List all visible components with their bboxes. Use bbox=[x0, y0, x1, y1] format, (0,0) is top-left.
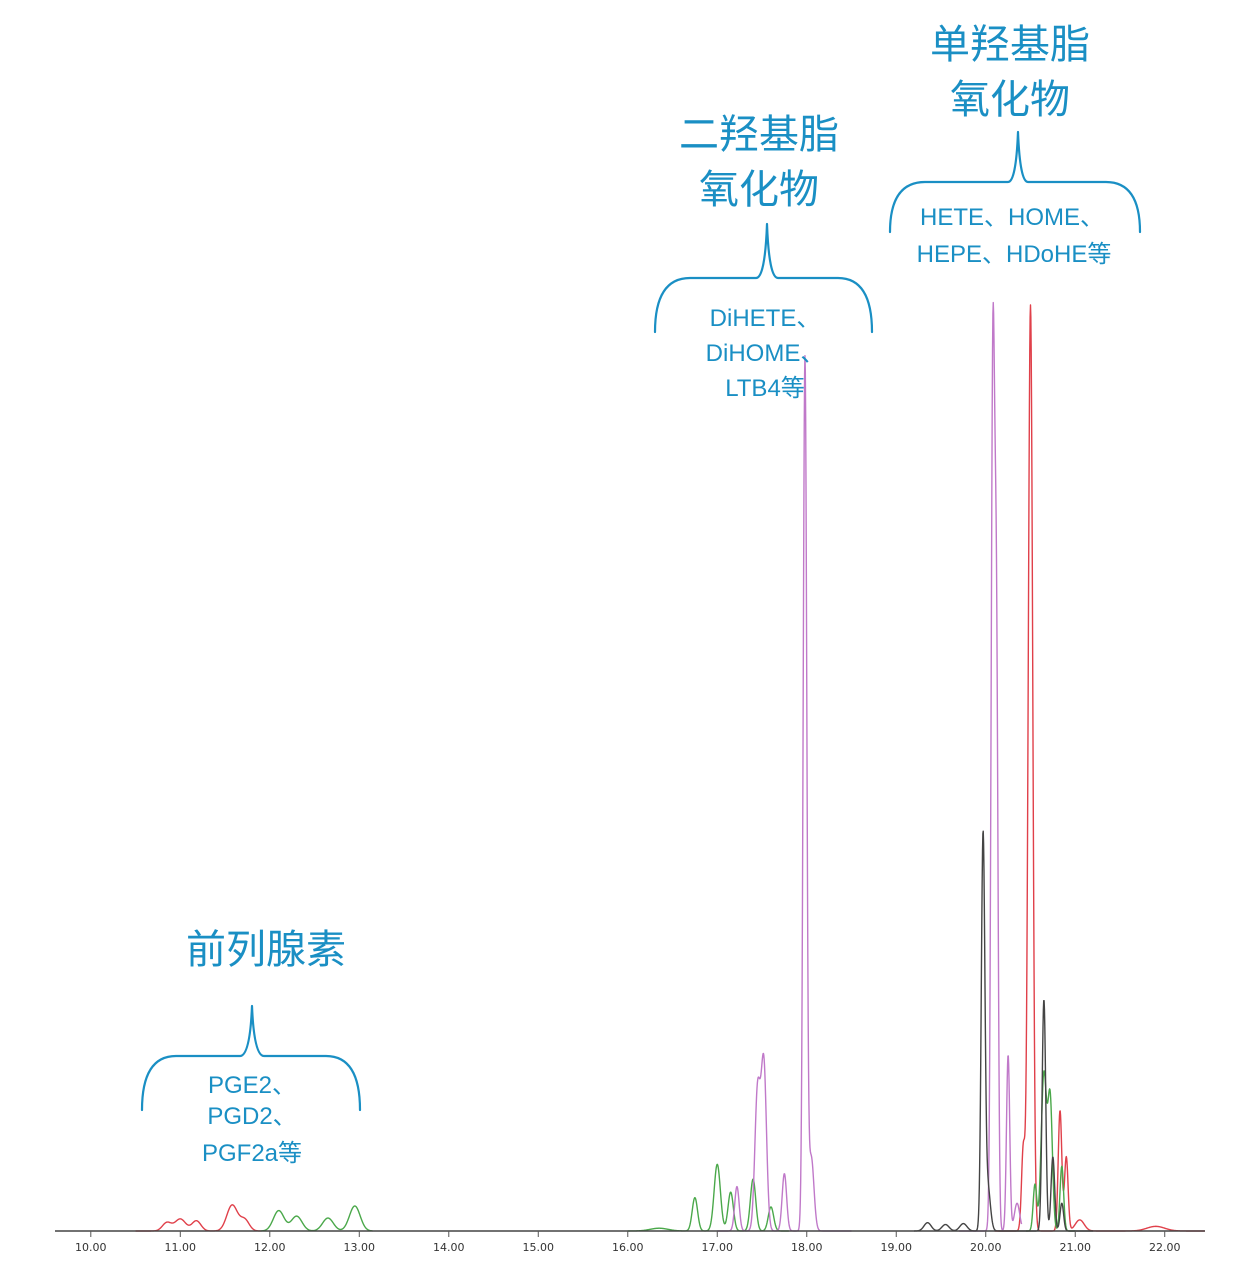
annotation-dihydroxy: 二羟基脂 氧化物 DiHETE、 DiHOME、 LTB4等 bbox=[653, 112, 874, 402]
series-trace bbox=[260, 1205, 373, 1232]
annotation-title: 氧化物 bbox=[699, 167, 819, 213]
series-trace bbox=[994, 304, 1206, 1232]
x-tick-label: 12.00 bbox=[254, 1241, 286, 1254]
x-tick-label: 21.00 bbox=[1059, 1241, 1091, 1254]
x-tick-label: 11.00 bbox=[165, 1241, 197, 1254]
x-tick-label: 13.00 bbox=[344, 1241, 376, 1254]
annotation-prostaglandins: 前列腺素 PGE2、 PGD2、 PGF2a等 bbox=[140, 927, 362, 1167]
annotation-monohydroxy: 单羟基脂 氧化物 HETE、HOME、 HEPE、HDoHE等 bbox=[888, 22, 1142, 268]
x-tick-label: 22.00 bbox=[1149, 1241, 1181, 1254]
annotation-brace bbox=[140, 1004, 362, 1112]
series-trace bbox=[716, 354, 852, 1232]
annotation-item-line: HETE、HOME、 bbox=[920, 204, 1104, 231]
x-tick-label: 15.00 bbox=[523, 1241, 555, 1254]
x-tick-label: 17.00 bbox=[702, 1241, 734, 1254]
series-trace bbox=[958, 301, 1023, 1232]
x-tick-label: 16.00 bbox=[612, 1241, 644, 1254]
x-axis-ticks: 10.00 11.00 12.00 13.00 14.00 15.00 16.00 17.00… bbox=[75, 1231, 1180, 1254]
annotation-title: 前列腺素 bbox=[186, 927, 346, 973]
annotation-item-line: PGD2、 bbox=[207, 1103, 296, 1130]
series-trace bbox=[913, 830, 1094, 1232]
annotation-brace bbox=[653, 222, 874, 334]
annotation-item-line: DiHETE、 bbox=[710, 305, 821, 332]
annotation-title: 二羟基脂 bbox=[679, 112, 839, 158]
annotation-brace bbox=[888, 130, 1142, 234]
annotation-title: 氧化物 bbox=[950, 77, 1070, 123]
annotation-item-line: LTB4等 bbox=[725, 375, 805, 402]
annotation-item-line: HEPE、HDoHE等 bbox=[917, 241, 1112, 268]
x-tick-label: 19.00 bbox=[880, 1241, 912, 1254]
x-tick-label: 10.00 bbox=[75, 1241, 107, 1254]
series-trace bbox=[135, 1204, 262, 1232]
x-tick-label: 20.00 bbox=[970, 1241, 1002, 1254]
series-trace bbox=[627, 1163, 790, 1232]
annotation-item-line: PGF2a等 bbox=[202, 1140, 302, 1167]
annotation-title: 单羟基脂 bbox=[930, 22, 1090, 68]
x-tick-label: 18.00 bbox=[791, 1241, 823, 1254]
annotation-item-line: PGE2、 bbox=[208, 1072, 296, 1099]
x-tick-label: 14.00 bbox=[433, 1241, 465, 1254]
annotation-item-line: DiHOME、 bbox=[706, 340, 825, 367]
